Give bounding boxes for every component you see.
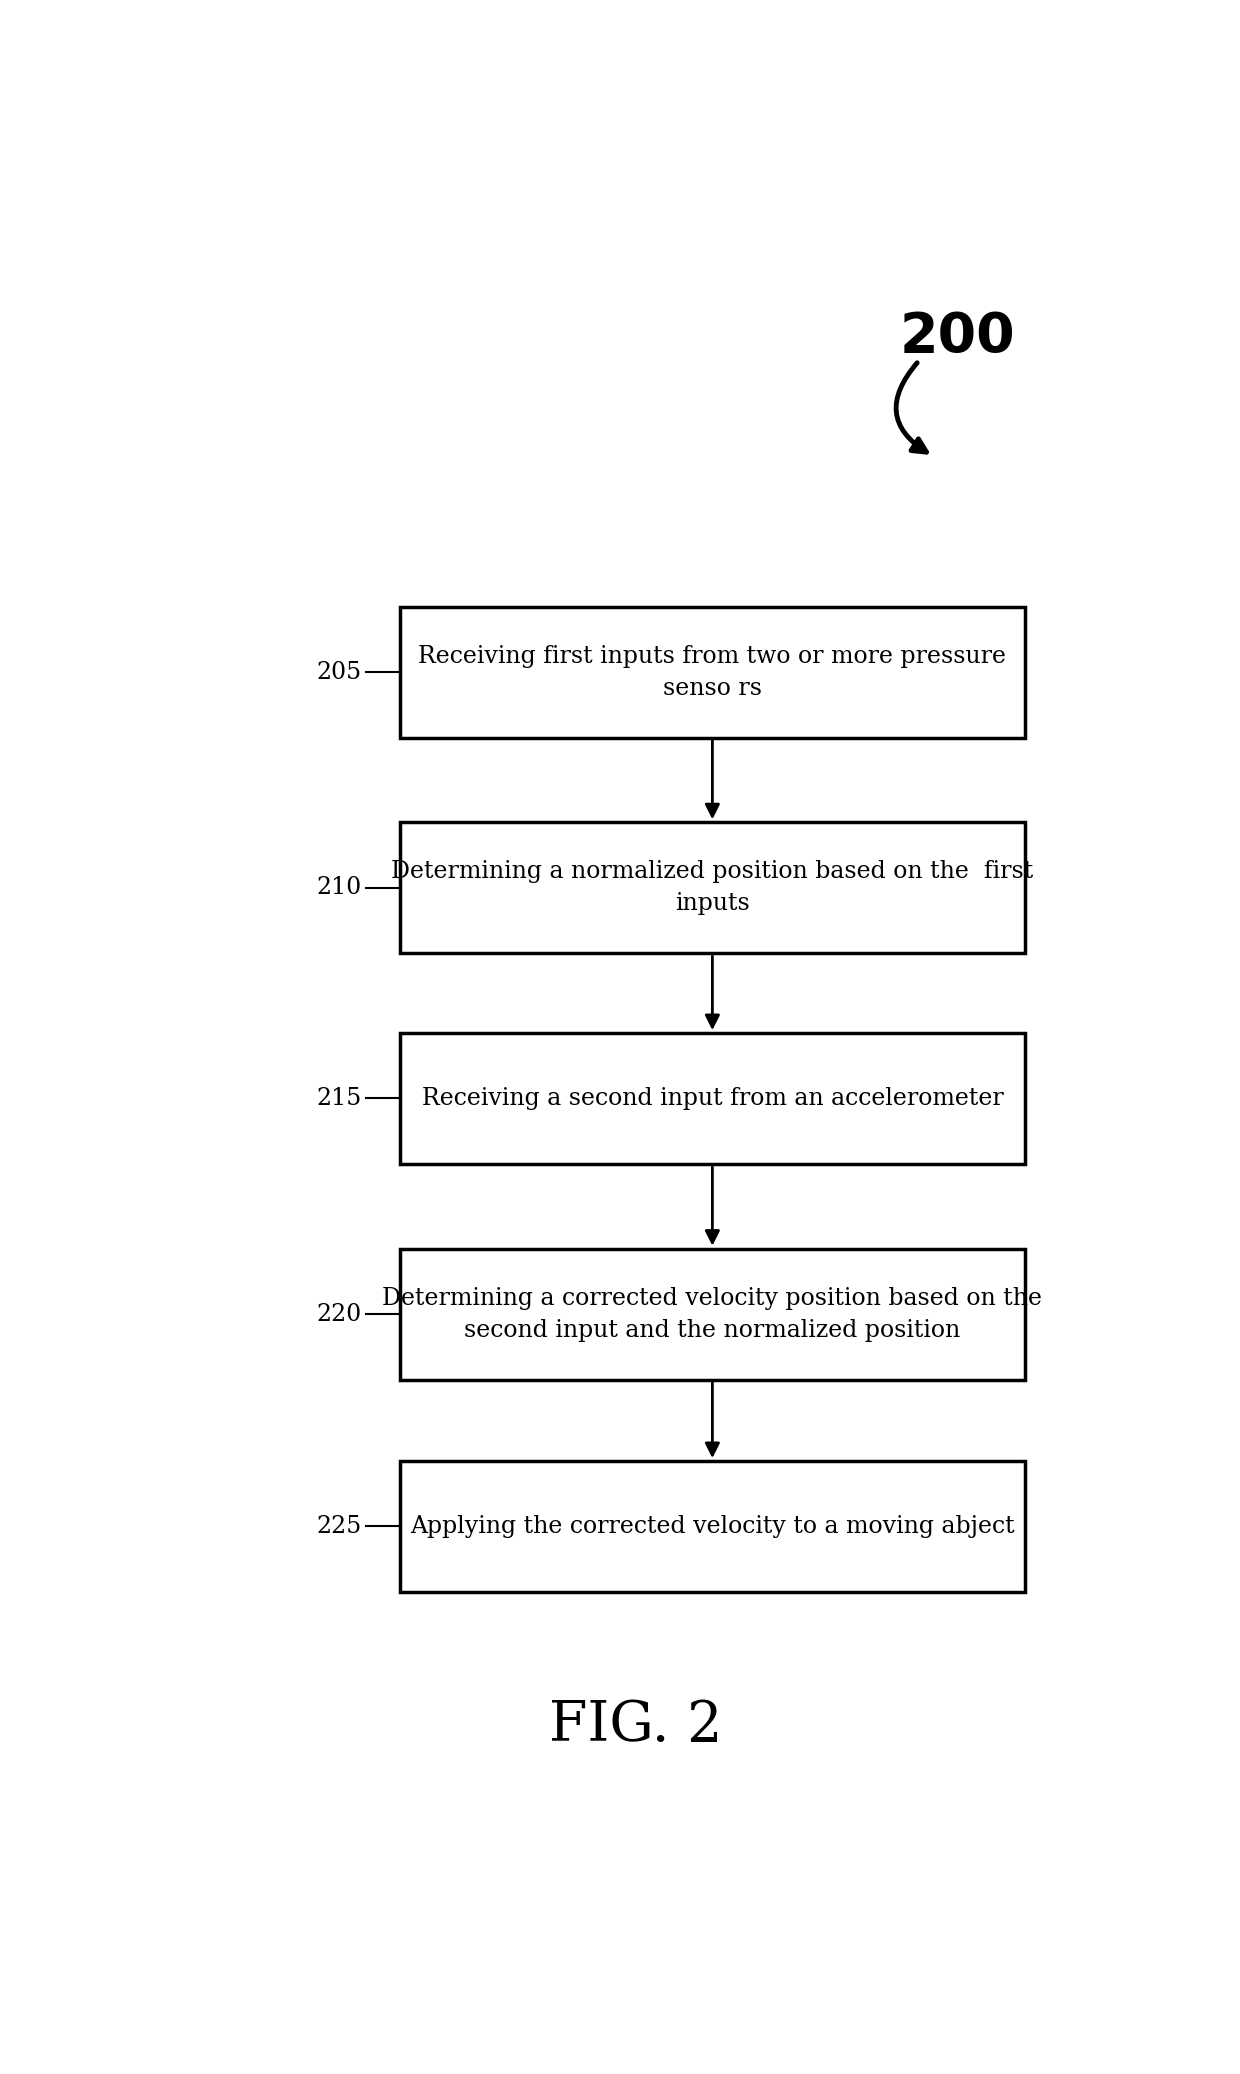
Text: FIG. 2: FIG. 2: [549, 1699, 722, 1753]
Text: Receiving a second input from an accelerometer: Receiving a second input from an acceler…: [422, 1087, 1003, 1110]
Text: 225: 225: [316, 1514, 362, 1539]
Text: Applying the corrected velocity to a moving abject: Applying the corrected velocity to a mov…: [410, 1514, 1014, 1539]
FancyBboxPatch shape: [401, 821, 1024, 954]
Text: 205: 205: [316, 662, 362, 684]
Text: Receiving first inputs from two or more pressure
senso rs: Receiving first inputs from two or more …: [418, 645, 1007, 699]
FancyBboxPatch shape: [401, 1033, 1024, 1164]
Text: 215: 215: [316, 1087, 362, 1110]
Text: 200: 200: [900, 309, 1016, 363]
Text: 210: 210: [316, 875, 362, 900]
Text: Determining a corrected velocity position based on the
second input and the norm: Determining a corrected velocity positio…: [382, 1286, 1043, 1342]
Text: 220: 220: [316, 1302, 362, 1325]
FancyBboxPatch shape: [401, 606, 1024, 738]
FancyBboxPatch shape: [401, 1249, 1024, 1379]
Text: Determining a normalized position based on the  first
inputs: Determining a normalized position based …: [392, 861, 1033, 915]
FancyArrowPatch shape: [897, 363, 926, 452]
FancyBboxPatch shape: [401, 1460, 1024, 1593]
